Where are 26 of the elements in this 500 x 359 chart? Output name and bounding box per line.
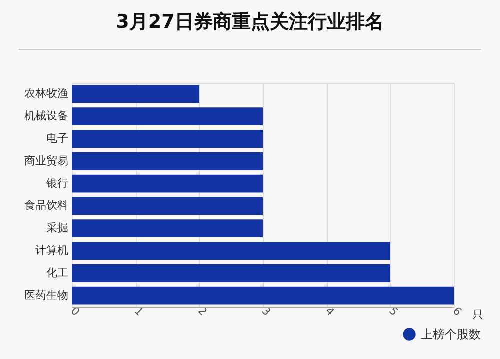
x-axis-title: 只 [472,308,484,322]
legend-label: 上榜个股数 [421,328,481,342]
bar [72,264,390,282]
y-tick-label: 计算机 [36,244,68,257]
y-tick-label: 化工 [46,266,68,280]
x-tick-label: 4 [322,304,338,319]
y-tick-label: 采掘 [46,222,68,235]
y-tick-label: 银行 [46,176,68,190]
bar [72,152,263,170]
bar [72,197,263,216]
y-tick-label: 电子 [46,132,68,145]
y-tick-label: 农林牧渔 [24,87,68,100]
y-tick-label: 商业贸易 [24,154,68,168]
bar [72,174,263,193]
y-tick-label: 机械设备 [24,110,68,123]
bar [72,108,263,126]
y-tick-label: 医药生物 [24,288,68,302]
x-tick-label: 6 [450,304,464,319]
bar [72,85,200,104]
bar [72,220,263,238]
chart-title: 3月27日券商重点关注行业排名 [115,10,385,35]
bar [72,286,454,305]
y-tick-label: 食品饮料 [24,199,68,212]
bar [72,130,263,148]
bar [72,242,390,260]
x-tick-label: 0 [68,304,82,319]
